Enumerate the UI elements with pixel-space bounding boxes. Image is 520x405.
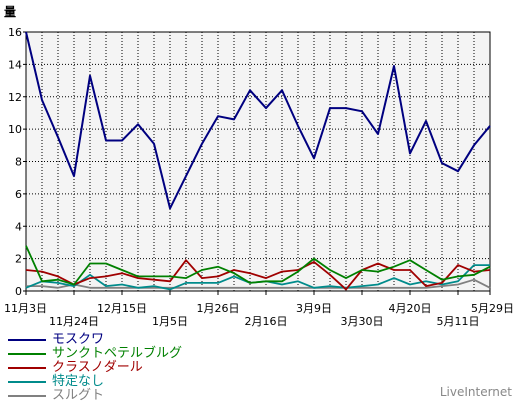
legend-item: サンクトペテルブルグ	[8, 347, 182, 361]
legend-swatch	[8, 353, 46, 355]
legend-item: 特定なし	[8, 375, 182, 389]
series-line	[25, 31, 491, 210]
legend-item: モスクワ	[8, 333, 182, 347]
x-tick-label: 11月24日	[49, 315, 99, 328]
y-tick-label: 12	[8, 91, 22, 104]
legend-label: クラスノダール	[52, 360, 143, 375]
legend-item: クラスノダール	[8, 361, 182, 375]
legend-item: スルグト	[8, 389, 182, 403]
legend-label: 特定なし	[52, 374, 105, 389]
x-tick-label: 5月29日	[471, 302, 514, 315]
series-lines	[25, 31, 491, 291]
legend-label: スルグト	[52, 388, 105, 403]
x-tick-label: 4月20日	[389, 302, 432, 315]
legend-swatch	[8, 339, 46, 341]
x-tick-label: 3月30日	[341, 315, 384, 328]
x-tick-label: 5月11日	[437, 315, 480, 328]
series-line	[25, 245, 491, 286]
legend: モスクワ サンクトペテルブルグ クラスノダール 特定なし スルグト	[8, 333, 182, 403]
x-tick-label: 2月16日	[245, 315, 288, 328]
y-tick-label: 6	[15, 188, 22, 201]
y-tick-label: 2	[15, 253, 22, 266]
x-tick-label: 11月3日	[4, 302, 47, 315]
legend-label: モスクワ	[52, 332, 105, 347]
y-tick-label: 0	[15, 285, 22, 298]
y-tick-label: 8	[15, 156, 22, 169]
legend-swatch	[8, 381, 46, 383]
y-tick-label: 10	[8, 123, 22, 136]
x-tick-label: 1月26日	[197, 302, 240, 315]
legend-label: サンクトペテルブルグ	[52, 346, 183, 361]
legend-swatch	[8, 395, 46, 397]
y-tick-label: 4	[15, 220, 22, 233]
series-line	[26, 278, 491, 289]
y-axis-label: 量	[4, 5, 16, 19]
legend-swatch	[8, 367, 46, 369]
x-tick-label: 12月15日	[97, 302, 147, 315]
series-line	[25, 259, 491, 291]
grid	[26, 32, 490, 291]
x-tick-label: 3月9日	[296, 302, 332, 315]
brand-logo[interactable]: LiveInternet	[439, 385, 512, 399]
y-tick-label: 16	[8, 26, 22, 39]
x-tick-label: 1月5日	[152, 315, 188, 328]
y-tick-label: 14	[8, 58, 22, 71]
